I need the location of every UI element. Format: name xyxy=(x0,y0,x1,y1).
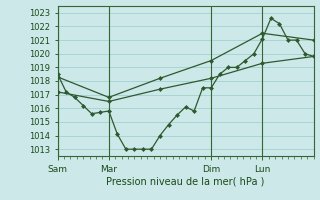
X-axis label: Pression niveau de la mer( hPa ): Pression niveau de la mer( hPa ) xyxy=(107,177,265,187)
